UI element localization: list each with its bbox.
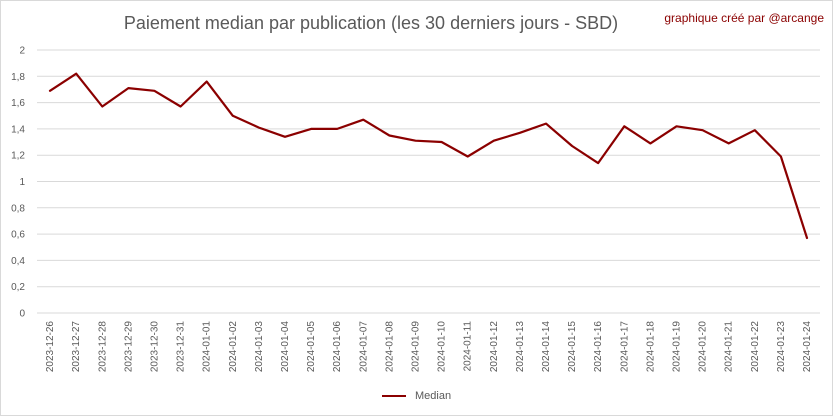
x-tick-label: 2024-01-06 — [332, 321, 343, 373]
x-tick-label: 2024-01-14 — [541, 321, 552, 373]
legend-line-icon — [381, 395, 406, 398]
chart-credit: graphique créé par @arcange — [664, 11, 824, 25]
legend: Median — [1, 390, 832, 402]
x-tick-label: 2023-12-27 — [71, 321, 82, 373]
x-tick-label: 2024-01-08 — [384, 321, 395, 373]
x-tick-label: 2024-01-19 — [671, 321, 682, 373]
x-tick-label: 2023-12-31 — [176, 321, 187, 373]
x-tick-label: 2024-01-04 — [280, 321, 291, 373]
x-tick-label: 2024-01-15 — [567, 321, 578, 373]
x-tick-label: 2024-01-18 — [645, 321, 656, 373]
y-tick-label: 0,6 — [11, 230, 25, 241]
chart-title: Paiement median par publication (les 30 … — [123, 13, 619, 33]
x-tick-label: 2024-01-24 — [802, 321, 813, 373]
x-tick-label: 2024-01-20 — [698, 321, 709, 373]
y-tick-label: 1,8 — [11, 72, 25, 83]
grid-lines — [37, 49, 820, 314]
x-tick-label: 2023-12-28 — [97, 321, 108, 373]
x-tick-label: 2024-01-21 — [724, 321, 735, 373]
x-tick-label: 2024-01-16 — [593, 321, 604, 373]
x-tick-label: 2024-01-11 — [463, 321, 474, 372]
y-tick-label: 0 — [19, 309, 25, 320]
y-tick-label: 0,8 — [11, 203, 25, 214]
x-tick-label: 2024-01-17 — [619, 321, 630, 373]
y-tick-label: 1,6 — [11, 98, 25, 109]
x-tick-label: 2024-01-22 — [750, 321, 761, 373]
y-tick-label: 1 — [19, 177, 25, 188]
y-tick-label: 1,2 — [11, 151, 25, 162]
x-tick-label: 2023-12-29 — [123, 321, 134, 373]
y-tick-label: 0,2 — [11, 282, 25, 293]
x-tick-label: 2023-12-26 — [45, 321, 56, 373]
x-tick-label: 2024-01-02 — [228, 321, 239, 373]
x-tick-label: 2024-01-09 — [410, 321, 421, 373]
x-tick-label: 2024-01-01 — [202, 321, 213, 373]
x-tick-label: 2024-01-03 — [254, 321, 265, 373]
x-tick-label: 2024-01-23 — [776, 321, 787, 373]
x-tick-label: 2024-01-07 — [358, 321, 369, 373]
x-tick-label: 2024-01-13 — [515, 321, 526, 373]
x-tick-label: 2023-12-30 — [149, 321, 160, 373]
y-tick-label: 1,4 — [11, 124, 25, 135]
y-axis-labels: 0 0,2 0,4 0,6 0,8 1 1,2 1,4 1,6 1,8 2 — [11, 46, 25, 320]
y-tick-label: 2 — [19, 46, 25, 57]
y-tick-label: 0,4 — [11, 256, 25, 267]
x-tick-label: 2024-01-05 — [306, 321, 317, 373]
x-tick-label: 2024-01-10 — [437, 321, 448, 373]
legend-label-median: Median — [414, 390, 452, 402]
series-line-median — [48, 72, 809, 240]
x-tick-label: 2024-01-12 — [489, 321, 500, 373]
x-axis-labels: 2023-12-26 2023-12-27 2023-12-28 2023-12-29… — [45, 321, 813, 373]
